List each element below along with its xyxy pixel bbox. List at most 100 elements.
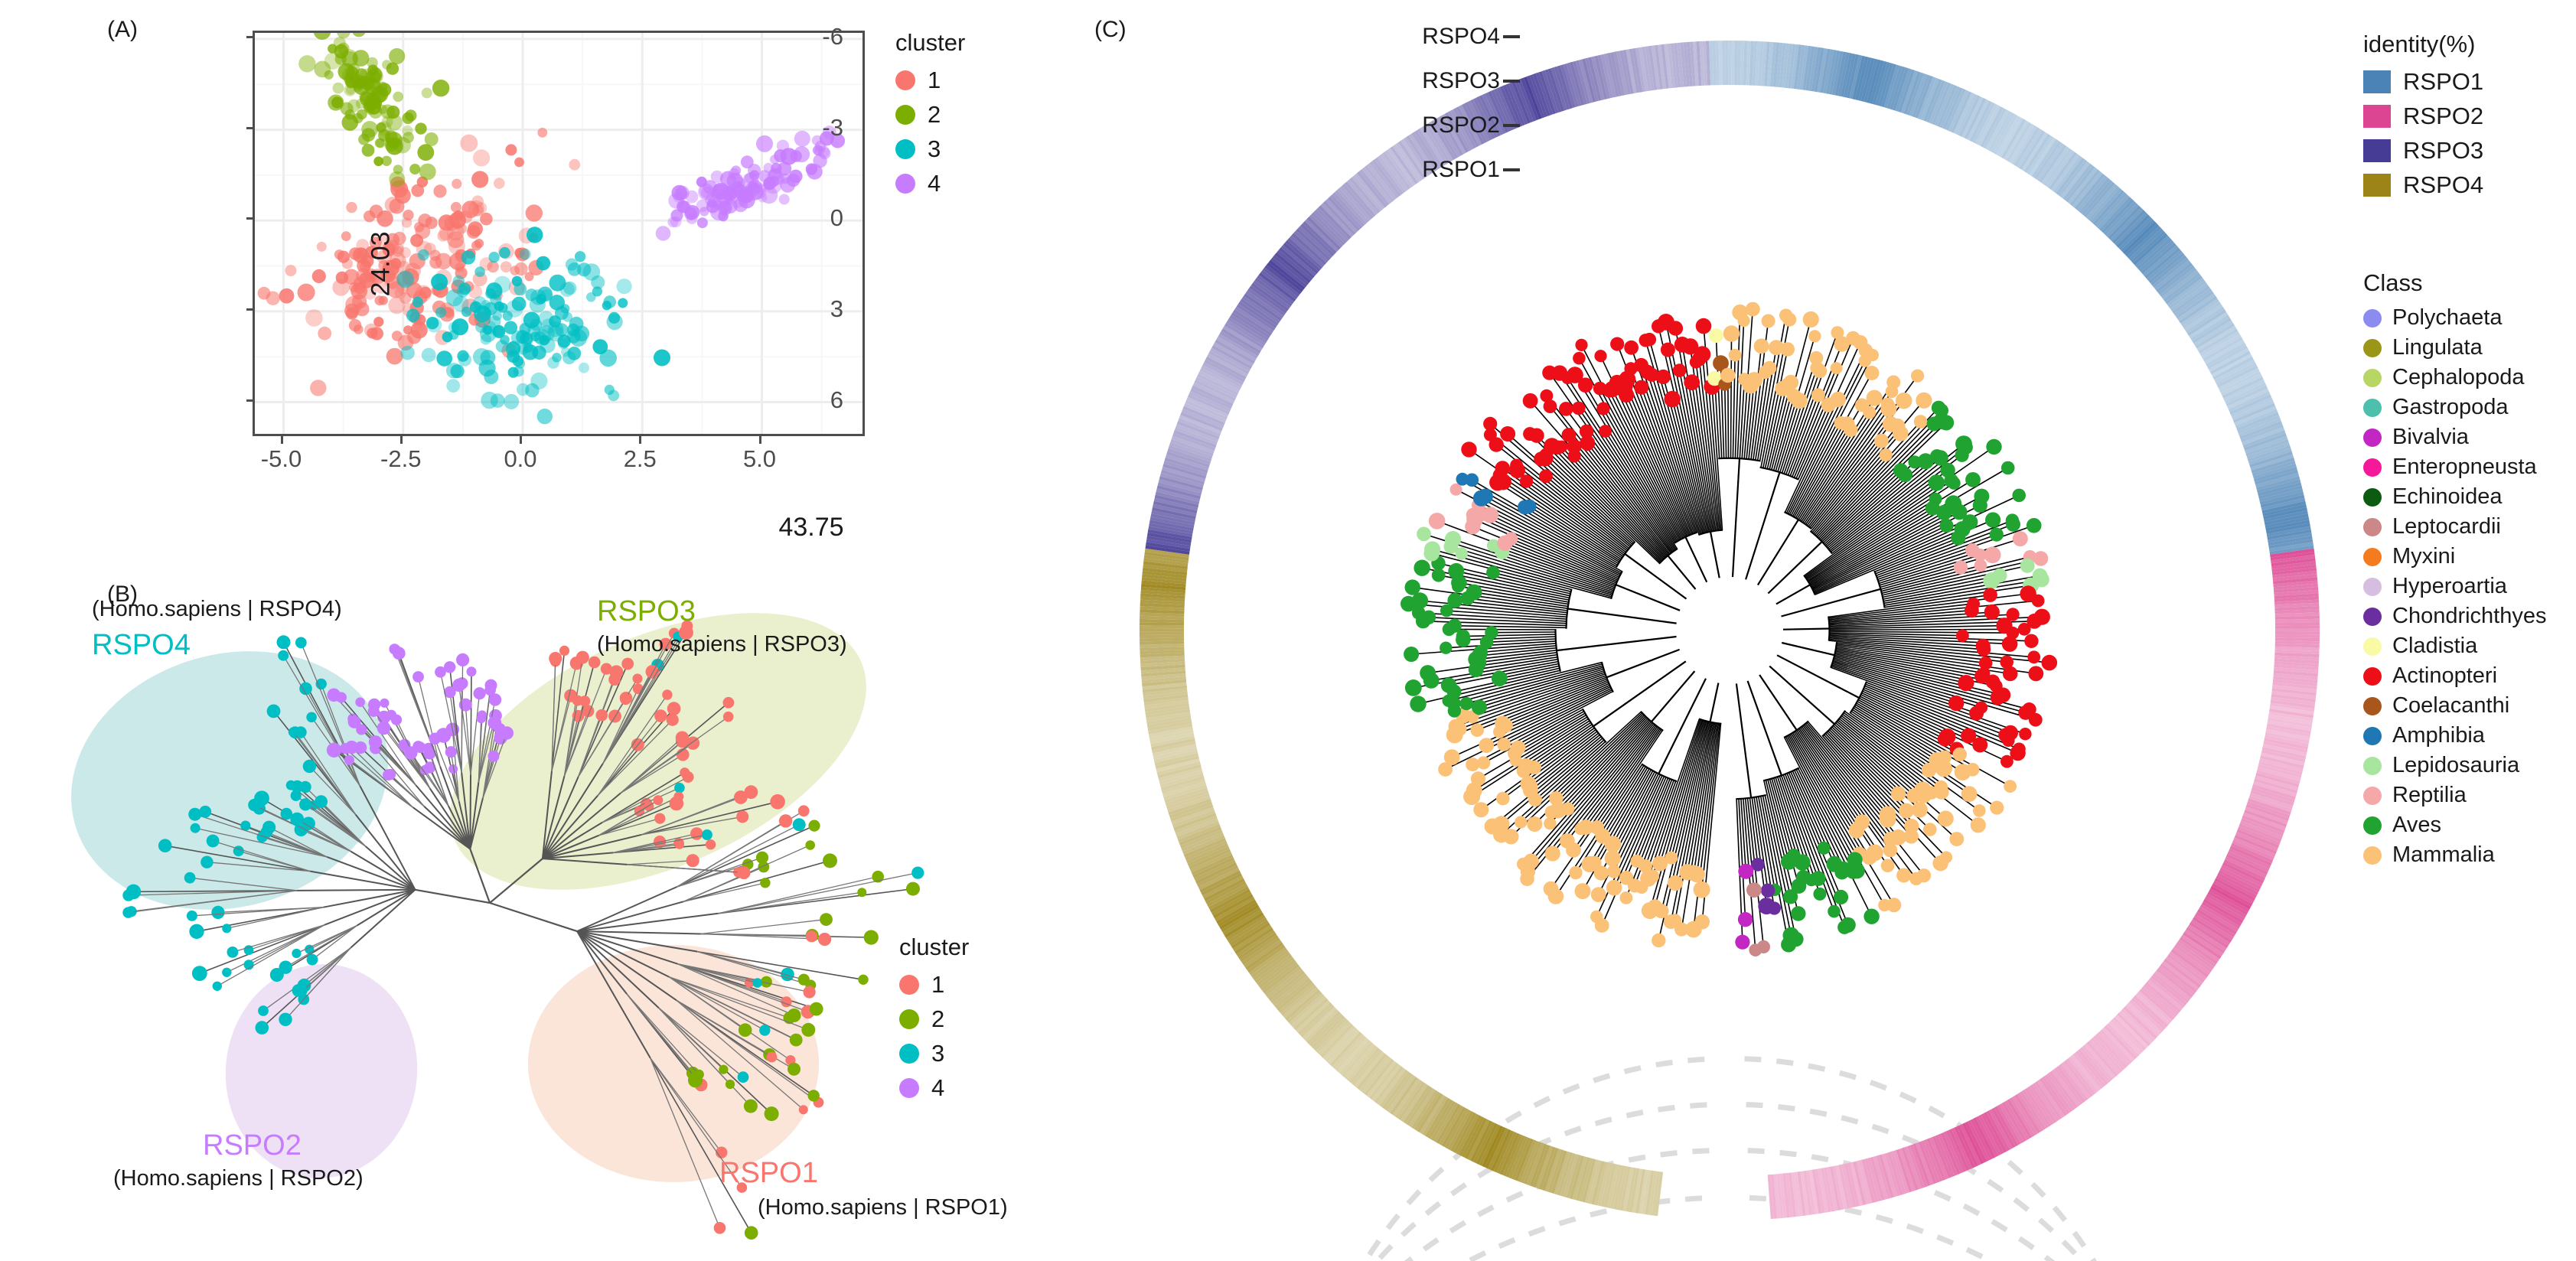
panel-c-class-legend-item-polychaeta[interactable]: Polychaeta <box>2363 303 2547 333</box>
legend-swatch-dot-icon <box>899 1077 919 1098</box>
legend-swatch-dot-icon <box>899 1043 919 1064</box>
panel-c-class-legend-item-mammalia[interactable]: Mammalia <box>2363 840 2547 870</box>
panel-a-xtick-mark <box>758 436 761 444</box>
panel-c-class-legend-item-actinopteri[interactable]: Actinopteri <box>2363 661 2547 691</box>
panel-c-tip-Mammalia <box>1831 326 1844 340</box>
panel-a-ytick-label: -3 <box>822 113 843 141</box>
panel-c-tip-Mammalia <box>1896 868 1912 883</box>
panel-c-tip-Aves <box>1791 906 1806 921</box>
panel-c-class-legend-item-coelacanthi[interactable]: Coelacanthi <box>2363 691 2547 721</box>
panel-c-tip-Aves <box>1986 438 2002 455</box>
panel-b-legend-item-2[interactable]: 2 <box>899 1002 969 1036</box>
legend-title: Class <box>2363 269 2423 296</box>
panel-c-tip-Mammalia <box>1518 758 1534 773</box>
panel-c-class-legend-item-echinoidea[interactable]: Echinoidea <box>2363 482 2547 512</box>
panel-c-tip-Actinopteri <box>1579 424 1594 439</box>
panel-c-tip-Aves <box>1404 647 1420 662</box>
panel-c-tip-Mammalia <box>1893 425 1909 442</box>
panel-c-tip-Mammalia <box>1753 338 1769 354</box>
panel-c-tip-Reptilia <box>2012 531 2028 547</box>
panel-c-tip-Mammalia <box>1802 311 1819 328</box>
panel-a-ytick-mark <box>246 399 254 402</box>
panel-c-tip-Actinopteri <box>1937 732 1952 747</box>
panel-c-tip-Actinopteri <box>1575 338 1588 351</box>
panel-c-tip-Mammalia <box>1780 342 1795 357</box>
panel-a: (A) 6 3 0 -3 -6 -5.0 -2.5 0.0 2.5 5.0 24.03 43.75… <box>0 0 1087 542</box>
legend-swatch-dot-icon <box>895 104 915 125</box>
panel-c-tip-Actinopteri <box>1561 428 1577 442</box>
panel-b-clade-hull <box>71 651 388 910</box>
panel-c-tip-Mammalia <box>1510 740 1526 756</box>
panel-c-tip-Aves <box>1908 455 1922 469</box>
panel-a-legend-item-1[interactable]: 1 <box>895 63 965 97</box>
panel-b-legend-item-4[interactable]: 4 <box>899 1070 969 1105</box>
panel-c-ring-tick-icon <box>1503 80 1520 83</box>
panel-c-class-legend-item-gastropoda[interactable]: Gastropoda <box>2363 393 2547 422</box>
panel-c-class-legend-item-leptocardii[interactable]: Leptocardii <box>2363 512 2547 542</box>
panel-c-identity-legend-item-RSPO2[interactable]: RSPO2 <box>2363 99 2483 133</box>
legend-item-label: Actinopteri <box>2392 663 2498 688</box>
panel-c-tip-Aves <box>2012 488 2026 503</box>
panel-b-legend-item-1[interactable]: 1 <box>899 967 969 1002</box>
panel-c-class-legend-item-chondrichthyes[interactable]: Chondrichthyes <box>2363 601 2547 631</box>
panel-c-class-legend-item-reptilia[interactable]: Reptilia <box>2363 780 2547 810</box>
panel-a-legend-item-4[interactable]: 4 <box>895 166 965 200</box>
panel-c-class-legend-item-hyperoartia[interactable]: Hyperoartia <box>2363 572 2547 601</box>
legend-swatch-dot-icon <box>2363 338 2382 357</box>
panel-c-class-legend-item-lingulata[interactable]: Lingulata <box>2363 333 2547 363</box>
panel-c-class-legend-item-bivalvia[interactable]: Bivalvia <box>2363 422 2547 452</box>
panel-c-class-legend-item-cephalopoda[interactable]: Cephalopoda <box>2363 363 2547 393</box>
panel-b-legend-item-3[interactable]: 3 <box>899 1036 969 1070</box>
panel-c-tip-Aves <box>1473 645 1488 660</box>
panel-c-identity-legend: identity(%) RSPO1 RSPO2 RSPO3 RSPO4 <box>2363 31 2483 202</box>
panel-b: (B) (Homo.sapiens | RSPO4) RSPO4 RSPO3 (… <box>0 536 1087 1261</box>
panel-c-tip-Aves <box>1420 665 1436 681</box>
panel-c-tip-Lepidosauria <box>1417 526 1431 542</box>
panel-c-tip-Actinopteri <box>1495 461 1511 476</box>
panel-c-tip-Mammalia <box>1879 810 1896 828</box>
legend-swatch-dot-icon <box>2363 786 2382 805</box>
panel-c-tip-Mammalia <box>1544 846 1560 862</box>
panel-b-rspo3-label: RSPO3 <box>597 595 696 627</box>
panel-c-class-legend-item-lepidosauria[interactable]: Lepidosauria <box>2363 751 2547 780</box>
panel-c-tip-Leptocardii <box>1749 943 1762 956</box>
panel-c-tip-Actinopteri <box>1972 737 1988 753</box>
panel-c-tip-Aves <box>1404 679 1422 696</box>
panel-c-tip-Actinopteri <box>1599 425 1612 438</box>
legend-item-label: Chondrichthyes <box>2392 604 2547 628</box>
panel-c-tip-Actinopteri <box>2002 666 2018 682</box>
panel-c-tip-Mammalia <box>1484 818 1501 835</box>
legend-item-label: Mammalia <box>2392 842 2495 867</box>
panel-c-class-legend-item-enteropneusta[interactable]: Enteropneusta <box>2363 452 2547 482</box>
panel-c-tip-Actinopteri <box>1655 369 1671 385</box>
panel-a-cluster-3-points <box>396 226 670 425</box>
panel-a-legend-item-2[interactable]: 2 <box>895 97 965 132</box>
panel-c-identity-legend-item-RSPO1[interactable]: RSPO1 <box>2363 64 2483 99</box>
panel-c-tip-Mammalia <box>1515 816 1528 829</box>
panel-c-ring-tick-icon <box>1503 35 1520 38</box>
panel-c-tip-Actinopteri <box>2028 712 2043 727</box>
panel-c-tip-Mammalia <box>1844 422 1858 438</box>
panel-c-identity-legend-item-RSPO4[interactable]: RSPO4 <box>2363 168 2483 202</box>
panel-c-tip-Mammalia <box>1761 314 1775 328</box>
panel-c-class-legend-item-aves[interactable]: Aves <box>2363 810 2547 840</box>
panel-c-tip-Aves <box>1431 568 1446 582</box>
panel-c-tip-Aves <box>1486 565 1500 580</box>
panel-c-class-legend-item-myxini[interactable]: Myxini <box>2363 542 2547 572</box>
panel-c-tip-Mammalia <box>1961 786 1978 802</box>
panel-b-rspo1-sublabel: (Homo.sapiens | RSPO1) <box>758 1195 1008 1220</box>
panel-c-tip-Aves <box>1456 629 1470 644</box>
panel-a-legend-item-3[interactable]: 3 <box>895 132 965 166</box>
panel-c-tip-Mammalia <box>1497 738 1511 751</box>
legend-item-label: Reptilia <box>2392 783 2467 807</box>
panel-c-identity-legend-item-RSPO3[interactable]: RSPO3 <box>2363 133 2483 168</box>
panel-c-tip-Amphibia <box>1522 499 1537 513</box>
legend-item-label: 1 <box>928 66 941 93</box>
panel-b-rspo2-label: RSPO2 <box>203 1129 302 1162</box>
panel-c-tip-Actinopteri <box>2028 666 2044 682</box>
panel-c-class-legend-item-amphibia[interactable]: Amphibia <box>2363 721 2547 751</box>
legend-swatch-dot-icon <box>2363 666 2382 686</box>
panel-c-tip-Reptilia <box>1482 507 1499 523</box>
panel-c-class-legend-item-cladistia[interactable]: Cladistia <box>2363 631 2547 661</box>
panel-c-tip-Mammalia <box>1569 865 1583 880</box>
